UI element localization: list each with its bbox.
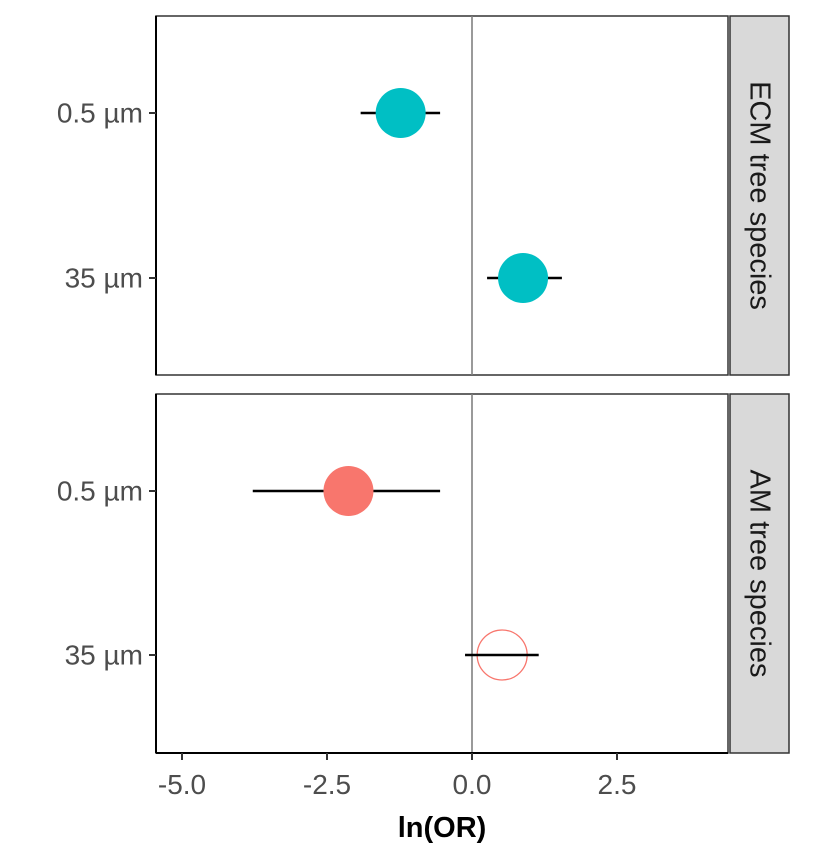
- strip-label-top: ECM tree species: [744, 81, 776, 310]
- strip-top-background: [729, 15, 790, 376]
- panel-bottom-background: [155, 393, 729, 754]
- x-tick-label-0: -5.0: [158, 769, 206, 800]
- x-tick-label-2: 0.0: [453, 769, 492, 800]
- y-tick-label-top-0: 0.5 µm: [57, 98, 143, 129]
- point-ecm-35um: [498, 253, 549, 303]
- strip-bottom-background: [729, 393, 790, 754]
- y-tick-label-bottom-0: 0.5 µm: [57, 476, 143, 507]
- panel-top-background: [155, 15, 729, 376]
- x-tick-label-1: -2.5: [303, 769, 351, 800]
- x-axis-title: ln(OR): [398, 812, 487, 844]
- y-tick-label-top-1: 35 µm: [65, 263, 143, 294]
- strip-label-bottom: AM tree species: [744, 470, 776, 678]
- x-tick-label-3: 2.5: [598, 769, 637, 800]
- point-am-0-5um: [323, 466, 374, 516]
- point-ecm-0-5um: [375, 88, 426, 138]
- y-tick-label-bottom-1: 35 µm: [65, 640, 143, 671]
